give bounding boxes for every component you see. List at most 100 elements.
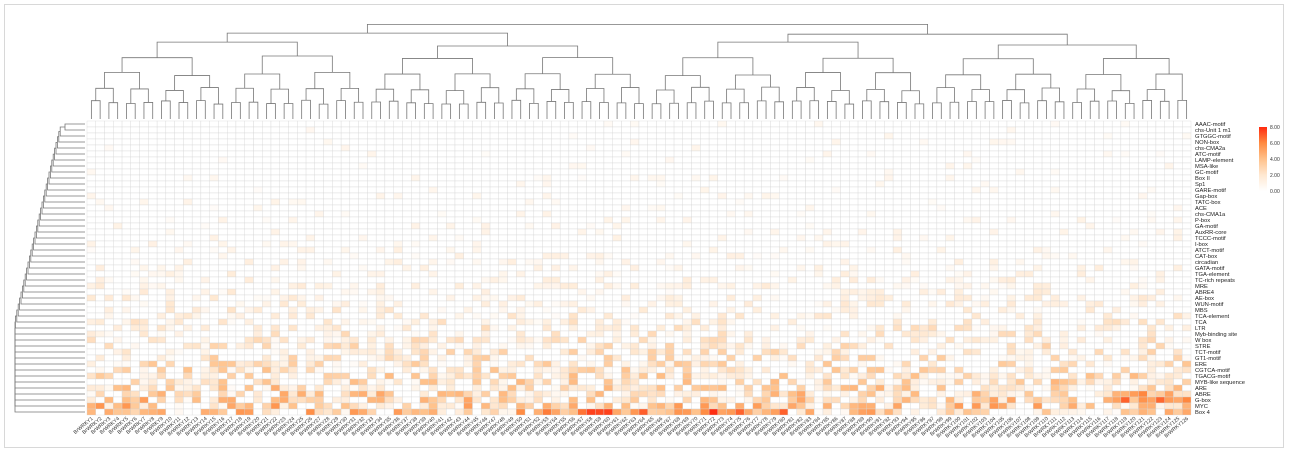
- heatmap-cell: [752, 186, 762, 194]
- dendrogram-branch: [126, 103, 136, 119]
- heatmap-cell: [428, 300, 438, 308]
- heatmap-cell: [568, 192, 578, 200]
- heatmap-cell: [148, 204, 158, 212]
- heatmap-cell: [1076, 162, 1087, 170]
- heatmap-cell: [901, 246, 911, 254]
- heatmap-cell: [489, 120, 499, 128]
- heatmap-cell: [332, 156, 342, 164]
- heatmap-cell: [148, 144, 158, 152]
- heatmap-cell: [1015, 186, 1025, 194]
- heatmap-cell: [779, 180, 789, 188]
- heatmap-cell: [156, 270, 167, 278]
- heatmap-cell: [200, 126, 210, 134]
- dendrogram-branch: [586, 88, 605, 103]
- heatmap-cell: [761, 330, 771, 338]
- heatmap-cell: [910, 174, 920, 182]
- heatmap-cell: [866, 300, 876, 308]
- heatmap-cell: [1085, 150, 1095, 158]
- heatmap-cell: [665, 192, 675, 200]
- heatmap-cell: [963, 246, 973, 254]
- heatmap-cell: [1033, 222, 1043, 230]
- heatmap-cell: [910, 162, 920, 170]
- heatmap-cell: [884, 306, 894, 314]
- heatmap-cell: [375, 258, 386, 266]
- heatmap-cell: [411, 156, 421, 164]
- heatmap-cell: [524, 240, 535, 248]
- heatmap-cell: [656, 150, 666, 158]
- heatmap-cell: [402, 120, 412, 128]
- heatmap-cell: [218, 264, 228, 272]
- heatmap-cell: [805, 204, 815, 212]
- heatmap-cell: [489, 336, 499, 344]
- heatmap-cell: [638, 294, 648, 302]
- heatmap-cell: [866, 204, 876, 212]
- heatmap-cell: [1033, 216, 1043, 224]
- heatmap-cell: [814, 132, 824, 140]
- heatmap-cell: [866, 318, 876, 326]
- heatmap-cell: [849, 342, 859, 350]
- heatmap-cell: [857, 228, 867, 236]
- heatmap-cell: [814, 180, 824, 188]
- heatmap-cell: [779, 228, 789, 236]
- heatmap-cell: [384, 216, 394, 224]
- heatmap-cell: [297, 138, 307, 146]
- heatmap-cell: [927, 282, 938, 290]
- heatmap-cell: [507, 312, 517, 320]
- heatmap-cell: [796, 126, 806, 134]
- heatmap-cell: [340, 294, 351, 302]
- heatmap-cell: [726, 222, 736, 230]
- heatmap-cell: [305, 282, 315, 290]
- heatmap-cell: [411, 240, 421, 248]
- heatmap-cell: [761, 132, 771, 140]
- heatmap-cell: [489, 150, 499, 158]
- heatmap-cell: [998, 312, 1008, 320]
- heatmap-cell: [270, 312, 280, 320]
- heatmap-cell: [437, 156, 447, 164]
- heatmap-cell: [367, 348, 377, 356]
- heatmap-cell: [227, 282, 237, 290]
- heatmap-cell: [1111, 198, 1122, 206]
- heatmap-cell: [770, 144, 780, 152]
- heatmap-cell: [1076, 288, 1087, 296]
- heatmap-cell: [340, 336, 351, 344]
- heatmap-cell: [743, 180, 754, 188]
- heatmap-cell: [1050, 336, 1060, 344]
- heatmap-cell: [717, 228, 727, 236]
- heatmap-cell: [980, 216, 990, 224]
- heatmap-cell: [121, 240, 131, 248]
- heatmap-cell: [262, 300, 272, 308]
- heatmap-cell: [665, 162, 675, 170]
- heatmap-cell: [1164, 330, 1174, 338]
- dendrogram-branch: [174, 75, 211, 91]
- heatmap-cell: [989, 312, 999, 320]
- heatmap-cell: [174, 330, 184, 338]
- dendrogram-branch: [494, 102, 504, 119]
- heatmap-cell: [235, 294, 245, 302]
- heatmap-cell: [1006, 234, 1016, 242]
- heatmap-cell: [437, 252, 447, 260]
- heatmap-cell: [849, 216, 859, 224]
- heatmap-cell: [717, 150, 727, 158]
- heatmap-cell: [673, 276, 683, 284]
- heatmap-cell: [971, 216, 981, 224]
- heatmap-cell: [1103, 234, 1113, 242]
- heatmap-cell: [200, 330, 210, 338]
- heatmap-cell: [419, 204, 429, 212]
- heatmap-cell: [533, 192, 543, 200]
- heatmap-cell: [218, 186, 228, 194]
- dendrogram-branch: [691, 86, 710, 103]
- heatmap-cell: [1155, 300, 1165, 308]
- heatmap-cell: [779, 252, 789, 260]
- heatmap-cell: [463, 312, 473, 320]
- heatmap-cell: [822, 120, 832, 128]
- heatmap-cell: [647, 336, 657, 344]
- heatmap-cell: [980, 180, 990, 188]
- dendrogram-branch: [340, 88, 360, 103]
- heatmap-cell: [726, 300, 736, 308]
- heatmap-cell: [165, 330, 175, 338]
- heatmap-cell: [1033, 210, 1043, 218]
- heatmap-cell: [209, 300, 219, 308]
- heatmap-cell: [314, 342, 324, 350]
- heatmap-cell: [796, 294, 806, 302]
- heatmap-cell: [717, 222, 727, 230]
